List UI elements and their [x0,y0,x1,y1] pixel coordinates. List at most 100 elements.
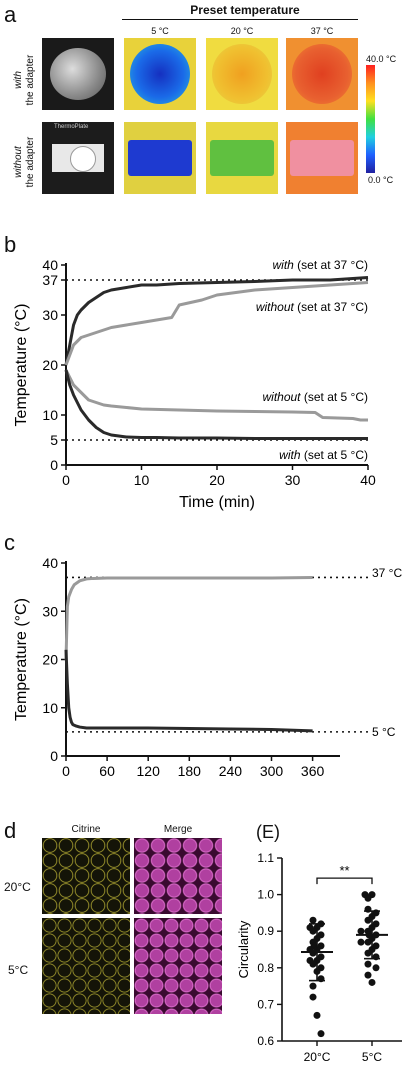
data-point [357,938,365,946]
chart-e: 0.6 0.7 0.8 0.9 1.0 1.1 Circularity 20°C 5°C ** [236,851,402,1064]
colorbar-min-label: 0.0 °C [368,175,394,185]
y-axis-label: Circularity [236,920,251,978]
y-tick-label: 20 [42,652,58,668]
well-hole [70,146,96,172]
x-tick-label: 300 [260,763,284,779]
cell-texture [42,918,130,1014]
annotation-0: with (set at 37 °C) [273,258,369,272]
micro-col-merge: Merge [163,824,193,835]
panel-label-a: a [4,2,17,27]
annotation-1: without (set at 37 °C) [256,300,368,314]
data-point [368,978,376,986]
micro-merge-20c [134,838,222,914]
y-tick-label: 30 [42,603,58,619]
panel-label-d: d [4,818,17,843]
x-tick-label: 5°C [362,1050,382,1064]
cell-texture [42,838,130,914]
data-point [364,971,372,979]
data-point [309,927,317,935]
row-label-with: with the adapter [13,54,36,106]
colorbar [366,65,375,173]
thermal-without-20c [206,122,278,194]
y-tick-label: 10 [42,407,58,423]
data-point [364,949,372,957]
colorbar-max-label: 40.0 °C [366,54,397,64]
y-tick-label: 40 [42,257,58,273]
data-point [364,960,372,968]
micro-merge-5c [134,918,222,1014]
x-tick-label: 40 [360,472,376,488]
micro-citrine-20c [42,838,130,914]
panel-label-e: (E) [256,822,280,842]
panel-label-b: b [4,232,17,257]
column-5c: 5 °C [151,26,169,36]
annotation-0: 37 °C [372,566,402,580]
annotation-2: without (set at 5 °C) [262,390,368,404]
y-tick-label: 0 [50,457,58,473]
x-tick-label: 20 [209,472,225,488]
photo-without-adapter: ThermoPlate [42,122,114,194]
y-tick-label: 40 [42,555,58,571]
column-37c: 37 °C [310,26,334,36]
plate-brand-label: ThermoPlate [54,124,89,130]
adapter-disc [50,48,106,100]
y-axis-label: Temperature (°C) [13,304,30,427]
data-point [309,949,317,957]
thermal-slot [290,140,354,176]
y-tick-label: 1.1 [257,851,274,865]
data-point [364,916,372,924]
row-label-without: without the adapter [13,136,36,188]
y-tick-label: 10 [42,700,58,716]
series-line-1 [64,649,313,733]
cell-texture [134,838,222,914]
y-tick-label: 0.6 [257,1034,274,1048]
chart-c: 010203040060120180240300360Time (min)Tem… [13,555,402,779]
thermal-with-20c [206,38,278,110]
data-point [309,982,317,990]
y-tick-label: 37 [42,272,58,288]
data-point [313,1011,321,1019]
series-line-0 [64,276,369,366]
data-point [309,960,317,968]
y-axis-label: Temperature (°C) [13,598,30,721]
x-tick-label: 240 [219,763,243,779]
x-tick-label: 0 [62,472,70,488]
data-point [364,894,372,902]
thermal-with-5c [124,38,196,110]
thermal-with-37c [286,38,358,110]
photo-with-adapter [42,38,114,110]
preset-temperature-header: Preset temperature [190,3,300,17]
y-tick-label: 20 [42,357,58,373]
thermal-disc [212,44,272,104]
header-rule [122,19,358,20]
data-point [309,993,317,1001]
x-tick-label: 120 [137,763,161,779]
data-point [317,1030,325,1038]
thermal-disc [292,44,352,104]
thermal-slot [210,140,274,176]
x-tick-label: 10 [134,472,150,488]
y-tick-label: 0.9 [257,924,274,938]
thermal-without-37c [286,122,358,194]
column-20c: 20 °C [230,26,254,36]
x-tick-label: 30 [285,472,301,488]
x-tick-label: 20°C [304,1050,331,1064]
panel-label-c: c [4,530,15,555]
cell-texture [134,918,222,1014]
series-line-2 [64,369,368,422]
series-line-0 [64,575,313,660]
y-tick-label: 0 [50,748,58,764]
series-line-3 [64,369,368,440]
data-point [364,938,372,946]
x-axis-label: Time (min) [179,494,255,511]
micro-row-5c: 5°C [8,963,29,977]
y-tick-label: 30 [42,307,58,323]
data-point [309,916,317,924]
thermal-slot [128,140,192,176]
y-tick-label: 1.0 [257,888,274,902]
x-tick-label: 180 [178,763,202,779]
series-line-1 [64,281,369,366]
data-point [372,964,380,972]
x-tick-label: 0 [62,763,70,779]
